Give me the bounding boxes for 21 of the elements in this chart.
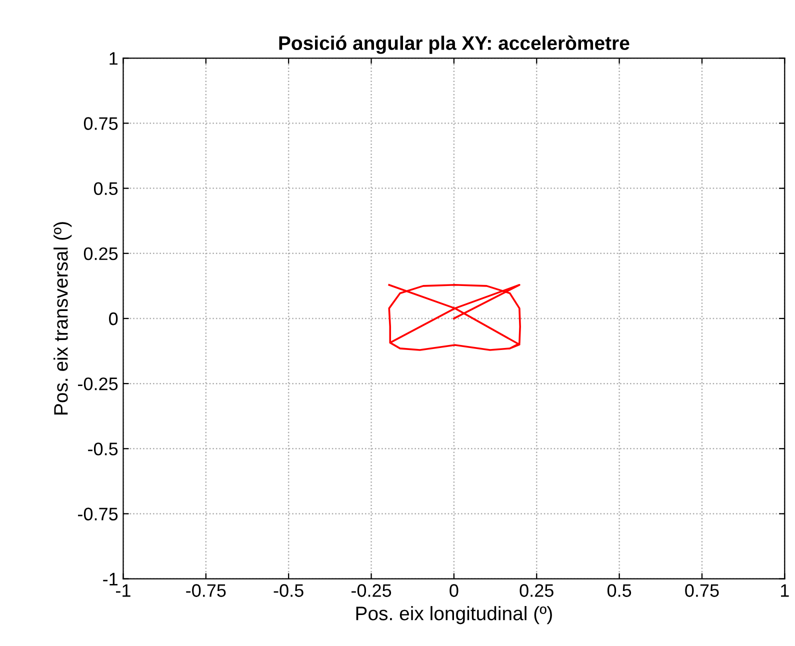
x-tick-label: 1 [781,584,789,597]
x-tick-label: 0.75 [685,584,719,597]
y-tick-label: 0.5 [94,182,118,196]
x-tick-label: -0.25 [351,584,392,597]
y-tick-label: 0 [109,312,118,326]
y-tick-label: 0.75 [84,117,118,130]
x-tick-label: -0.5 [274,584,304,597]
y-tick-label: -1 [103,572,118,586]
x-axis-title: Pos. eix longitudinal (º) [356,606,552,624]
x-tick-label: -0.75 [186,584,226,597]
y-tick-label: 1 [110,52,118,65]
x-tick-label: 0.25 [520,584,554,597]
x-tick-label: 0.5 [607,584,632,597]
chart-title: Posició angular pla XY: acceleròmetre [279,36,630,54]
line-series [388,284,521,351]
y-tick-label: -0.75 [78,508,118,520]
y-tick-label: -0.5 [88,442,118,456]
x-tick-label: 0 [450,584,458,597]
y-tick-label: 0.25 [84,247,118,260]
y-tick-label: -0.25 [78,377,118,390]
y-axis-title: Pos. eix transversal (º) [54,222,72,414]
